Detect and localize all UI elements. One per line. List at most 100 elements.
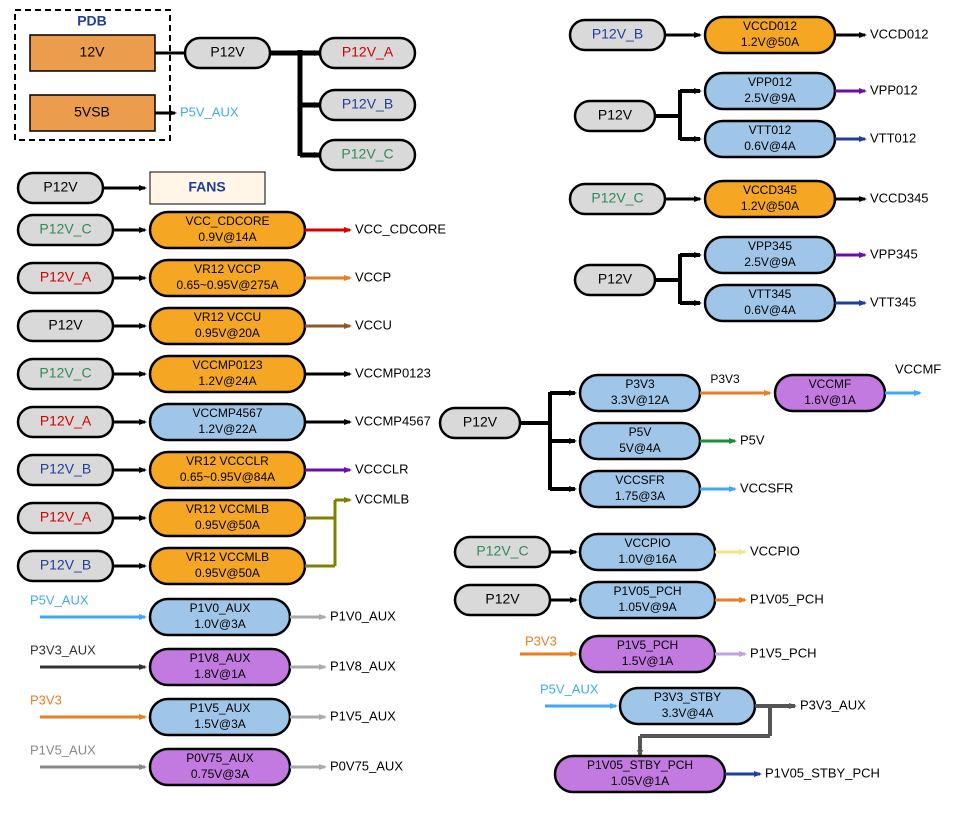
lr-out-5: VCCCLR xyxy=(355,461,408,476)
la-out-1: P1V8_AUX xyxy=(330,658,396,673)
lr-out-3: VCCMP0123 xyxy=(355,365,431,380)
pdb-12v-t: 12V xyxy=(80,44,106,60)
lr-4-l2: 1.2V@22A xyxy=(198,422,256,436)
rt-1-0-l1: VPP012 xyxy=(748,75,792,89)
lr-in-3-t: P12V_C xyxy=(39,365,91,381)
la-in-3: P1V5_AUX xyxy=(30,742,96,757)
lr-in-1-t: P12V_A xyxy=(40,269,92,285)
p12v-c-t: P12V_C xyxy=(341,146,393,162)
lr-7-l1: VR12 VCCMLB xyxy=(186,550,269,564)
pdb-5vsb-t: 5VSB xyxy=(74,104,110,120)
mid-0-l2: 3.3V@12A xyxy=(611,393,669,407)
la-0-l1: P1V0_AUX xyxy=(190,601,251,615)
mid-in-t: P12V xyxy=(463,414,498,430)
mid-out-1: P5V xyxy=(740,432,765,447)
la-in-0: P5V_AUX xyxy=(30,592,89,607)
rt-1-1-l2: 0.6V@4A xyxy=(744,139,796,153)
lr-in-2-t: P12V xyxy=(48,317,83,333)
rt-out-3-1: VTT345 xyxy=(870,294,916,309)
stby-in: P5V_AUX xyxy=(540,681,599,696)
rt-out-0: VCCD012 xyxy=(870,26,929,41)
lr-out-6: VCCMLB xyxy=(355,491,409,506)
mid-out-2: VCCSFR xyxy=(740,480,793,495)
m2-out-2: P1V5_PCH xyxy=(750,645,816,660)
la-0-l2: 1.0V@3A xyxy=(194,617,246,631)
rt-out-2: VCCD345 xyxy=(870,190,929,205)
rt-out-3-0: VPP345 xyxy=(870,246,918,261)
lr-out-1: VCCP xyxy=(355,269,391,284)
lr-out-0: VCC_CDCORE xyxy=(355,221,446,236)
rt-3-1-l2: 0.6V@4A xyxy=(744,303,796,317)
lr-0-l1: VCC_CDCORE xyxy=(185,214,269,228)
m2-1-l1: P1V05_PCH xyxy=(613,584,681,598)
la-3-l1: P0V75_AUX xyxy=(186,751,253,765)
m2-out-0: VCCPIO xyxy=(750,543,800,558)
stby-b-l1: P1V05_STBY_PCH xyxy=(587,758,693,772)
p12v-a-t: P12V_A xyxy=(342,44,394,60)
mid-2-l2: 1.75@3A xyxy=(615,489,665,503)
stby-a-l2: 3.3V@4A xyxy=(662,706,714,720)
rt-3-0-l1: VPP345 xyxy=(748,239,792,253)
p12v-b-t: P12V_B xyxy=(342,96,393,112)
rt-0-l1: VCCD012 xyxy=(743,19,797,33)
lr-in-7-t: P12V_B xyxy=(40,557,91,573)
rt-out-1-0: VPP012 xyxy=(870,82,918,97)
rt-2-l1: VCCD345 xyxy=(743,183,797,197)
mid-ch-0-l1: VCCMF xyxy=(809,377,852,391)
lr-in-0-t: P12V_C xyxy=(39,221,91,237)
la-out-2: P1V5_AUX xyxy=(330,708,396,723)
la-out-0: P1V0_AUX xyxy=(330,608,396,623)
rt-3-1-l1: VTT345 xyxy=(749,287,792,301)
m2-in-0-t: P12V_C xyxy=(476,543,528,559)
lr-2-l1: VR12 VCCU xyxy=(194,310,261,324)
m2-in-2: P3V3 xyxy=(525,633,557,648)
rt-1-1-l1: VTT012 xyxy=(749,123,792,137)
stby-b-out: P1V05_STBY_PCH xyxy=(765,765,880,780)
p12v-main-t: P12V xyxy=(210,44,245,60)
la-2-l1: P1V5_AUX xyxy=(190,701,251,715)
mid-ch-out-0: VCCMF xyxy=(895,361,941,376)
rt-out-1-1: VTT012 xyxy=(870,130,916,145)
la-1-l2: 1.8V@1A xyxy=(194,667,246,681)
la-in-1: P3V3_AUX xyxy=(30,642,96,657)
m2-2-l2: 1.5V@1A xyxy=(622,654,674,668)
rt-1-0-l2: 2.5V@9A xyxy=(744,91,796,105)
mid-1-l1: P5V xyxy=(629,425,652,439)
la-out-3: P0V75_AUX xyxy=(330,758,403,773)
lr-in-4-t: P12V_A xyxy=(40,413,92,429)
m2-out-1: P1V05_PCH xyxy=(750,591,824,606)
rt-2-l2: 1.2V@50A xyxy=(741,199,799,213)
stby-a-l1: P3V3_STBY xyxy=(654,690,721,704)
lr-5-l1: VR12 VCCCLR xyxy=(186,454,269,468)
la-1-l1: P1V8_AUX xyxy=(190,651,251,665)
la-2-l2: 1.5V@3A xyxy=(194,717,246,731)
fans-t: FANS xyxy=(188,179,225,195)
lr-2-l2: 0.95V@20A xyxy=(195,326,260,340)
m2-0-l2: 1.0V@16A xyxy=(618,552,676,566)
lr-0-l2: 0.9V@14A xyxy=(198,230,256,244)
lr-6-l1: VR12 VCCMLB xyxy=(186,502,269,516)
rt-in-0-t: P12V_B xyxy=(592,26,643,42)
m2-1-l2: 1.05V@9A xyxy=(618,600,676,614)
pdb-title: PDB xyxy=(77,13,107,29)
mid-2-l1: VCCSFR xyxy=(615,473,665,487)
lr-6-l2: 0.95V@50A xyxy=(195,518,260,532)
rt-0-l2: 1.2V@50A xyxy=(741,35,799,49)
rt-in-3-t: P12V xyxy=(598,271,633,287)
lr-out-4: VCCMP4567 xyxy=(355,413,431,428)
mid-1-l2: 5V@4A xyxy=(619,441,661,455)
fans-in-t: P12V xyxy=(43,179,78,195)
lr-1-l1: VR12 VCCP xyxy=(194,262,261,276)
lr-in-6-t: P12V_A xyxy=(40,509,92,525)
la-in-2: P3V3 xyxy=(30,692,62,707)
rt-3-0-l2: 2.5V@9A xyxy=(744,255,796,269)
lr-out-2: VCCU xyxy=(355,317,392,332)
lr-3-l1: VCCMP0123 xyxy=(192,358,262,372)
lr-in-5-t: P12V_B xyxy=(40,461,91,477)
m2-0-l1: VCCPIO xyxy=(624,536,670,550)
lr-3-l2: 1.2V@24A xyxy=(198,374,256,388)
rt-in-2-t: P12V_C xyxy=(591,190,643,206)
lr-7-l2: 0.95V@50A xyxy=(195,566,260,580)
la-3-l2: 0.75V@3A xyxy=(191,767,249,781)
lr-4-l1: VCCMP4567 xyxy=(192,406,262,420)
